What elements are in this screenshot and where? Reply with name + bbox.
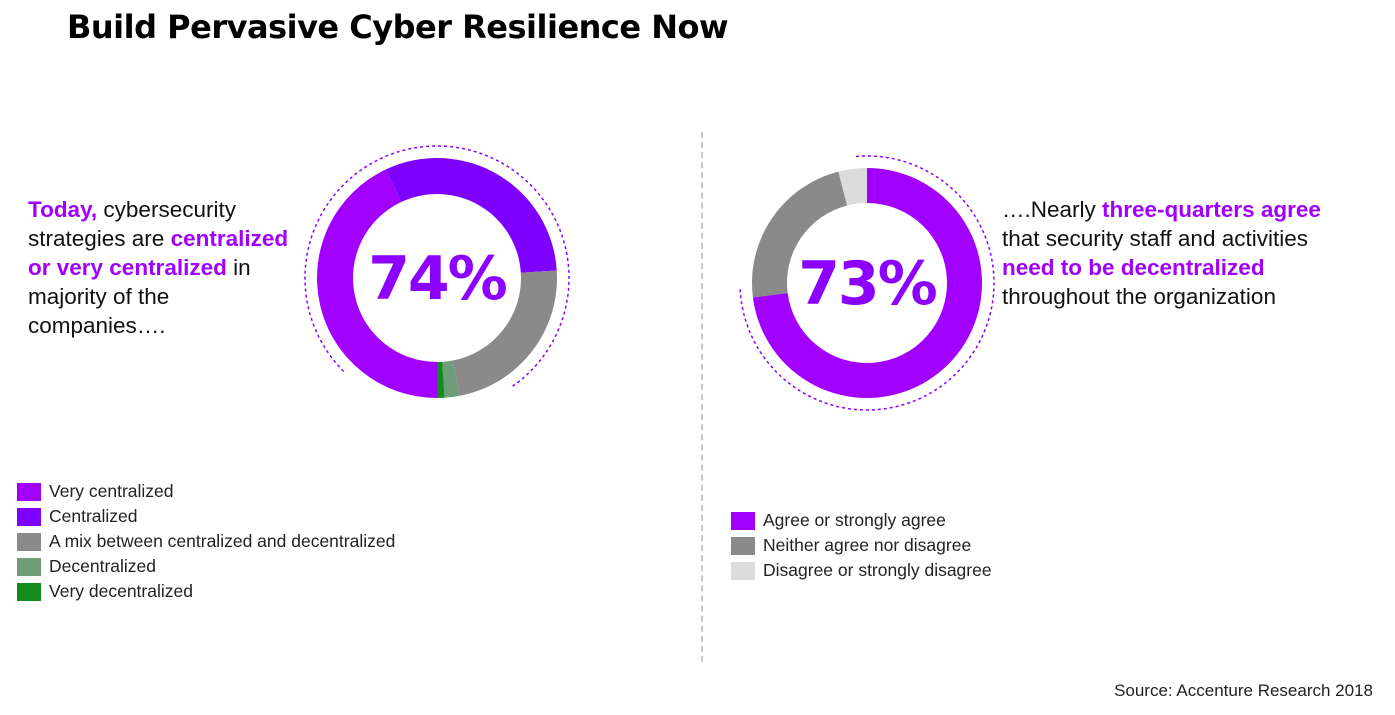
right-donut-center-label: 73% bbox=[798, 249, 936, 319]
right-legend-label: Agree or strongly agree bbox=[763, 510, 946, 530]
left-donut-slice-decentralized bbox=[442, 360, 460, 398]
left-legend-item: Very centralized bbox=[17, 479, 395, 504]
right-legend-item: Neither agree nor disagree bbox=[731, 533, 992, 558]
left-legend-label: Decentralized bbox=[49, 556, 156, 576]
left-donut-slice-very-decentralized bbox=[437, 361, 445, 398]
right-donut-slice-neither-agree-nor-disagree bbox=[752, 171, 848, 298]
left-donut-slice-a-mix-between-centralized-and-decentralized bbox=[452, 270, 557, 396]
right-blurb-text: that security staff and activities bbox=[1002, 226, 1308, 251]
source-note: Source: Accenture Research 2018 bbox=[1114, 681, 1373, 700]
left-legend-swatch bbox=[17, 582, 41, 601]
right-legend-label: Disagree or strongly disagree bbox=[763, 560, 992, 580]
right-blurb-text: ….Nearly bbox=[1002, 197, 1103, 222]
right-legend-swatch bbox=[731, 536, 755, 555]
right-donut-slice-agree-or-strongly-agree bbox=[752, 168, 982, 398]
left-blurb: Today, cybersecurity strategies are cent… bbox=[28, 195, 298, 340]
left-blurb-highlight-text: centralized or very centralized bbox=[28, 226, 289, 280]
right-blurb: ….Nearly three-quarters agree that secur… bbox=[1002, 195, 1332, 311]
right-legend-swatch bbox=[731, 561, 755, 580]
left-legend-label: Very centralized bbox=[49, 481, 174, 501]
page-title: Build Pervasive Cyber Resilience Now bbox=[67, 8, 729, 46]
right-legend-label: Neither agree nor disagree bbox=[763, 535, 972, 555]
left-legend-item: A mix between centralized and decentrali… bbox=[17, 529, 395, 554]
right-legend-swatch bbox=[731, 511, 755, 530]
left-legend-item: Centralized bbox=[17, 504, 395, 529]
left-legend-item: Very decentralized bbox=[17, 579, 395, 604]
section-divider bbox=[701, 132, 703, 662]
right-legend-item: Agree or strongly agree bbox=[731, 508, 992, 533]
right-blurb-text: throughout the organization bbox=[1002, 284, 1276, 309]
left-legend-item: Decentralized bbox=[17, 554, 395, 579]
left-legend-swatch bbox=[17, 557, 41, 576]
left-legend-swatch bbox=[17, 482, 41, 501]
right-blurb-highlight-text: three-quarters agree bbox=[1102, 197, 1321, 222]
left-donut-slice-very-centralized bbox=[317, 169, 437, 398]
left-legend-label: A mix between centralized and decentrali… bbox=[49, 531, 396, 551]
agreement-legend: Agree or strongly agree Neither agree nor… bbox=[731, 508, 992, 583]
agreement-donut-chart: 73% bbox=[739, 155, 995, 411]
left-blurb-text: in majority of the companies…. bbox=[28, 255, 251, 338]
right-donut-highlight-arc bbox=[739, 155, 995, 411]
right-legend-item: Disagree or strongly disagree bbox=[731, 558, 992, 583]
left-blurb-text: cybersecurity strategies are bbox=[28, 197, 236, 251]
left-legend-swatch bbox=[17, 507, 41, 526]
left-blurb-highlight-text: Today, bbox=[28, 197, 98, 222]
left-donut-center-label: 74% bbox=[368, 244, 506, 314]
left-legend-label: Very decentralized bbox=[49, 581, 193, 601]
centralization-legend: Very centralized Centralized A mix between… bbox=[17, 479, 395, 604]
left-legend-swatch bbox=[17, 532, 41, 551]
left-legend-label: Centralized bbox=[49, 506, 138, 526]
right-donut-slice-disagree-or-strongly-disagree bbox=[838, 168, 867, 206]
right-blurb-highlight-text: need to be decentralized bbox=[1002, 255, 1265, 280]
centralization-donut-chart: 74% bbox=[304, 145, 570, 398]
left-donut-slice-centralized bbox=[385, 157, 557, 273]
